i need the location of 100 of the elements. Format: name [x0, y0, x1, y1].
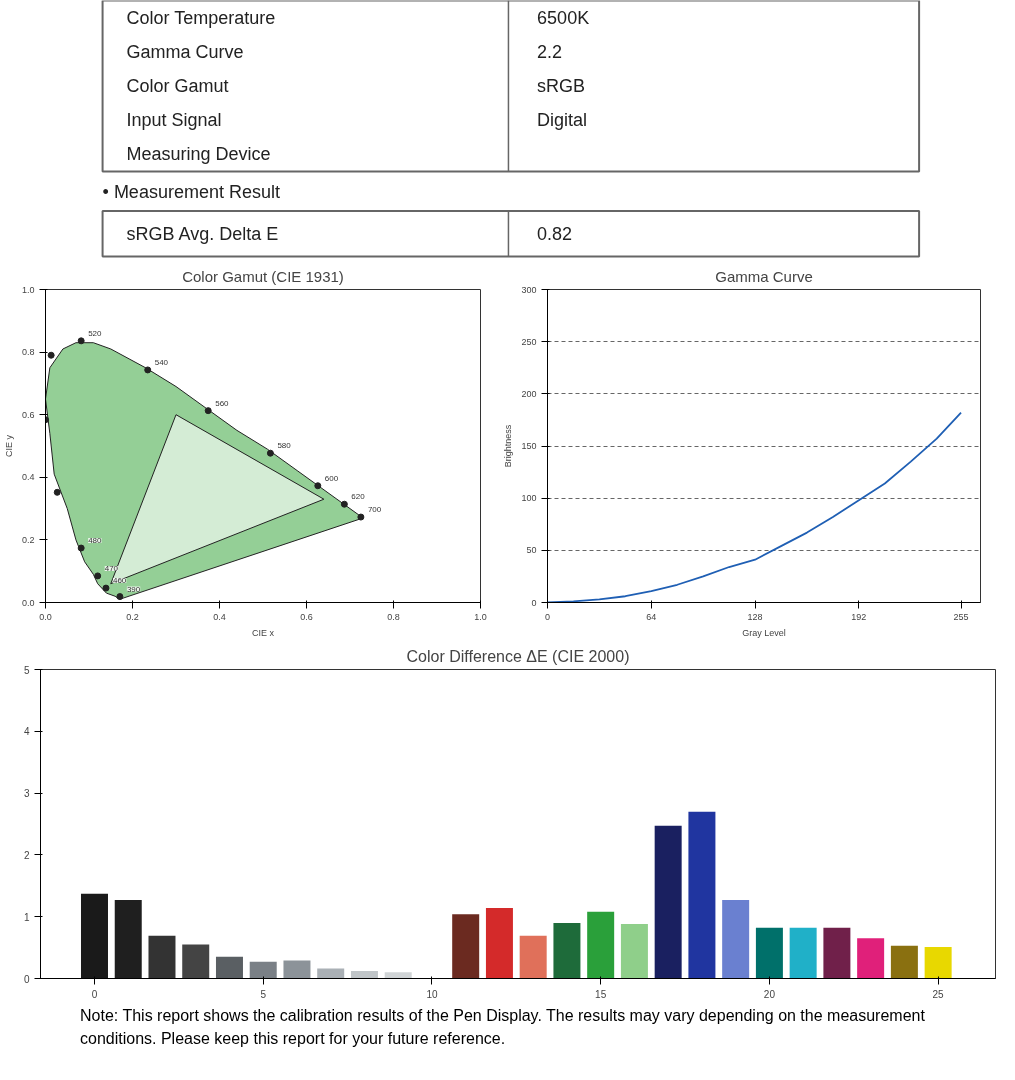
bar — [485, 908, 513, 979]
annotation: 520 — [88, 328, 103, 338]
text: Note: This report shows the calibration results of the Pen Display. The results may vary depending on the measurement conditions. Please keep this report for your future reference. — [80, 1006, 926, 1049]
bar — [452, 914, 480, 979]
y-axis-title: CIE y — [3, 434, 14, 457]
bar — [890, 945, 918, 979]
point — [77, 544, 85, 552]
bar — [249, 961, 277, 979]
bar — [789, 927, 817, 979]
x-axis-title: Gray Level — [742, 627, 786, 638]
bar — [350, 971, 378, 979]
x-tick-label: 25 — [932, 988, 945, 1000]
point — [53, 488, 61, 496]
bar — [148, 935, 176, 979]
bar — [215, 956, 243, 979]
y-tick-label: 0.2 — [21, 534, 35, 545]
bar — [823, 927, 851, 979]
bar — [384, 972, 412, 979]
point — [144, 366, 152, 374]
bar — [620, 924, 648, 979]
y-tick-label: 0.6 — [21, 409, 35, 420]
text: sRGB — [537, 76, 586, 96]
point — [47, 351, 55, 359]
x-tick-label: 10 — [426, 988, 438, 1000]
x-axis-title: CIE x — [252, 627, 275, 638]
bar — [283, 960, 311, 979]
bar — [317, 968, 345, 979]
text: Color Temperature — [126, 7, 276, 28]
bar — [857, 938, 885, 979]
annotation: 470 — [104, 563, 119, 573]
chart-title: Color Gamut (CIE 1931) — [182, 267, 344, 285]
point — [357, 513, 365, 521]
y-tick-label: 150 — [521, 441, 537, 451]
annotation: 460 — [112, 576, 127, 586]
point — [116, 593, 124, 601]
y-tick-label: 100 — [521, 493, 537, 504]
y-tick-label: 0 — [531, 597, 537, 608]
x-tick-label: 0.8 — [387, 611, 400, 622]
text: Digital — [537, 110, 588, 131]
x-tick-label: 1.0 — [474, 611, 487, 622]
y-tick-label: 0.8 — [21, 347, 35, 358]
x-tick-label: 20 — [763, 988, 776, 1000]
point — [266, 449, 274, 457]
y-axis-title: Brightness — [503, 424, 514, 468]
y-tick-label: 1.0 — [21, 284, 35, 295]
y-tick-label: 4 — [23, 726, 30, 738]
text: 0.82 — [537, 224, 573, 245]
y-tick-label: 250 — [521, 336, 537, 347]
y-tick-label: 2 — [23, 849, 30, 861]
x-tick-label: 0.6 — [300, 611, 313, 622]
y-tick-label: 5 — [23, 664, 30, 676]
y-tick-label: 0 — [23, 973, 30, 985]
text: 6500K — [537, 7, 590, 28]
bar — [755, 927, 783, 979]
x-tick-label: 128 — [747, 611, 763, 622]
x-tick-label: 0 — [91, 988, 98, 1000]
bar — [553, 922, 581, 979]
text: Gamma Curve — [126, 41, 244, 62]
bar — [654, 825, 682, 979]
annotation: 480 — [88, 536, 103, 546]
bar — [587, 911, 615, 979]
y-tick-label: 50 — [526, 545, 537, 556]
point — [340, 500, 348, 508]
text: • Measurement Result — [102, 181, 280, 202]
annotation: 580 — [277, 441, 292, 451]
bar — [924, 946, 952, 979]
line-series — [547, 411, 962, 603]
text: Measuring Device — [126, 144, 271, 165]
x-tick-label: 192 — [851, 611, 867, 622]
y-tick-label: 3 — [23, 788, 30, 800]
bar — [114, 900, 142, 979]
bar — [182, 944, 210, 979]
point — [77, 337, 85, 345]
point — [204, 407, 212, 415]
y-tick-label: 300 — [521, 284, 537, 295]
annotation: 390 — [126, 584, 141, 594]
text: Color Gamut — [126, 76, 229, 96]
chart-title: Gamma Curve — [715, 267, 813, 285]
bar — [519, 935, 547, 979]
x-tick-label: 0.0 — [39, 611, 52, 622]
bar — [80, 893, 108, 979]
x-tick-label: 0.2 — [126, 611, 139, 622]
x-tick-label: 15 — [595, 988, 607, 1000]
y-tick-label: 1 — [23, 911, 30, 923]
x-tick-label: 0.4 — [213, 611, 226, 622]
x-tick-label: 64 — [646, 611, 657, 622]
annotation: 560 — [215, 398, 230, 408]
y-tick-label: 0.4 — [21, 472, 35, 483]
text: 2.2 — [537, 42, 563, 63]
y-tick-label: 0.0 — [21, 597, 35, 608]
annotation: 540 — [154, 357, 169, 367]
point — [102, 584, 110, 592]
bar — [688, 811, 716, 979]
chart-title: Color Difference ΔE (CIE 2000) — [406, 647, 630, 665]
text: Input Signal — [126, 110, 222, 131]
x-tick-label: 255 — [953, 611, 969, 622]
x-tick-label: 5 — [260, 988, 267, 1000]
text: sRGB Avg. Delta E — [126, 223, 279, 244]
annotation: 600 — [324, 473, 339, 483]
bar — [722, 900, 750, 979]
